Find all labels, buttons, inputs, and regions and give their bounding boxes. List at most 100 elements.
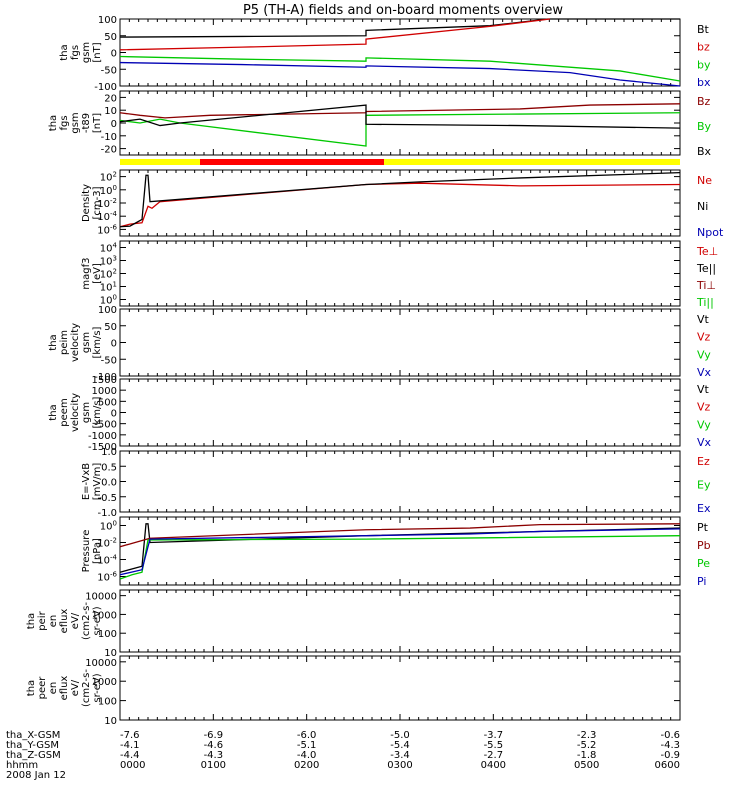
legend-By: By xyxy=(697,120,712,133)
y-axis-label: [nT] xyxy=(92,42,103,62)
y-axis-label: [km/s] xyxy=(92,326,103,358)
legend-Bz: Bz xyxy=(697,95,711,108)
y-axis-label: [eV] xyxy=(92,263,103,284)
y-tick-label: 104 xyxy=(100,242,118,255)
series-line-Bz xyxy=(119,103,681,119)
y-tick-label: 0.0 xyxy=(101,478,117,489)
y-axis-label: [cm-3] xyxy=(92,186,103,219)
legend-Pe: Pe xyxy=(697,557,710,570)
y-axis-label: tha xyxy=(48,404,59,420)
y-tick-label: -50 xyxy=(101,355,117,366)
y-tick-label: 1000 xyxy=(92,386,117,397)
y-tick-label: 50 xyxy=(104,322,117,333)
y-axis-label: [nPa] xyxy=(92,538,103,564)
legend-Vt: Vt xyxy=(697,383,710,396)
x-tick-label: -2.7 xyxy=(484,750,504,761)
x-row-label: hhmm xyxy=(6,760,38,771)
legend-bx: bx xyxy=(697,76,711,89)
panel-1: 20 10 0 -10 -20 tha fgs gsm -t89 [nT] Bz By Bx xyxy=(48,90,712,158)
panel-frame xyxy=(119,450,681,513)
y-tick-label: -10 xyxy=(101,132,117,143)
legend-Ez: Ez xyxy=(697,455,710,468)
y-axis-label: Pressure xyxy=(81,530,92,573)
panel-frame xyxy=(119,516,681,586)
y-axis-label: en xyxy=(48,615,59,628)
y-axis-label: velocity xyxy=(70,323,81,362)
y-axis-label: peim xyxy=(59,330,70,355)
x-tick-label: -5.4 xyxy=(390,740,410,751)
legend-Ey: Ey xyxy=(697,479,711,492)
legend-by: by xyxy=(697,58,711,71)
panel-9: 10000 1000 100 10 tha peir en eflux eV/(cm2-s-sr… xyxy=(26,589,681,659)
y-axis-label: (cm2-s- xyxy=(81,669,92,707)
y-axis-label: peir xyxy=(37,610,48,630)
series-line-bz xyxy=(119,18,551,51)
y-tick-label: 100 xyxy=(98,305,117,316)
y-axis-label: velocity xyxy=(70,393,81,432)
x-tick-label: -4.4 xyxy=(120,750,140,761)
series-line-Pi xyxy=(119,528,681,576)
panel-0: 100 50 0 -50 -100 tha fgs gsm [nT] Bt bz by bx xyxy=(59,15,711,93)
y-axis-label: [nT] xyxy=(92,113,103,133)
y-tick-label: 20 xyxy=(104,93,117,104)
y-axis-label: tha xyxy=(26,613,37,629)
x-tick-label: -4.3 xyxy=(204,750,224,761)
x-tick-label: -7.6 xyxy=(120,730,140,741)
panel-frame xyxy=(119,308,681,377)
x-tick-label: 0100 xyxy=(201,760,226,771)
y-axis-label: (cm2-s- xyxy=(81,602,92,640)
y-tick-label: 10 xyxy=(104,716,117,727)
x-tick-label: -5.1 xyxy=(297,740,317,751)
y-axis-label: eV/ xyxy=(70,612,81,629)
y-axis-label: eV/ xyxy=(70,679,81,696)
x-tick-label: -3.4 xyxy=(390,750,410,761)
legend-Pi: Pi xyxy=(697,575,706,588)
y-tick-label: 0 xyxy=(111,339,117,350)
legend-Bt: Bt xyxy=(697,23,710,36)
legend-Ti⊥: Ti⊥ xyxy=(696,279,716,292)
panel-5: 100 50 0 -50 -100 tha peim velocity gsm [km/s] Vt V… xyxy=(48,305,712,383)
x-tick-label: -4.1 xyxy=(120,740,140,751)
y-axis-label: sr-eV) xyxy=(92,673,103,702)
y-tick-label: 10 xyxy=(104,648,117,659)
series-line-Bt xyxy=(119,18,680,38)
x-row-label: tha_Y-GSM xyxy=(6,740,59,751)
panel-frame xyxy=(119,90,681,156)
legend-Vx: Vx xyxy=(697,366,712,379)
y-tick-label: 1000 xyxy=(92,610,117,621)
legend-Ti||: Ti|| xyxy=(696,296,714,309)
y-axis-label: fgs xyxy=(59,115,70,130)
legend-Vz: Vz xyxy=(697,401,711,414)
series-line-bx xyxy=(119,61,681,87)
y-tick-label: -50 xyxy=(101,65,117,76)
x-tick-label: -4.6 xyxy=(204,740,224,751)
y-axis-label: [mV/m] xyxy=(92,463,103,501)
legend-bz: bz xyxy=(697,41,710,54)
legend-Vx: Vx xyxy=(697,436,712,449)
y-tick-label: 10000 xyxy=(85,592,117,603)
legend-Pb: Pb xyxy=(697,539,711,552)
series-line-Ni xyxy=(119,171,681,228)
y-tick-label: 1000 xyxy=(92,677,117,688)
series-line-Ne xyxy=(119,182,681,228)
orbit-bar-segment xyxy=(200,159,384,165)
y-tick-label: -100 xyxy=(94,372,117,383)
legend-Ex: Ex xyxy=(697,502,711,515)
y-axis-label: gsm xyxy=(81,332,92,353)
x-tick-label: -4.0 xyxy=(297,750,317,761)
y-axis-label: gsm xyxy=(81,402,92,423)
y-axis-label: eflux xyxy=(59,609,70,634)
x-tick-label: -6.9 xyxy=(204,730,224,741)
panel-frame xyxy=(119,589,681,653)
y-axis-label: tha xyxy=(26,680,37,696)
x-tick-label: -6.0 xyxy=(297,730,317,741)
panel-frame xyxy=(119,240,681,307)
x-tick-label: 0200 xyxy=(294,760,319,771)
legend-Bx: Bx xyxy=(697,145,712,158)
y-axis-label: E=-VxB xyxy=(81,463,92,500)
legend-Ne: Ne xyxy=(697,174,712,187)
y-tick-label: 10 xyxy=(104,106,117,117)
